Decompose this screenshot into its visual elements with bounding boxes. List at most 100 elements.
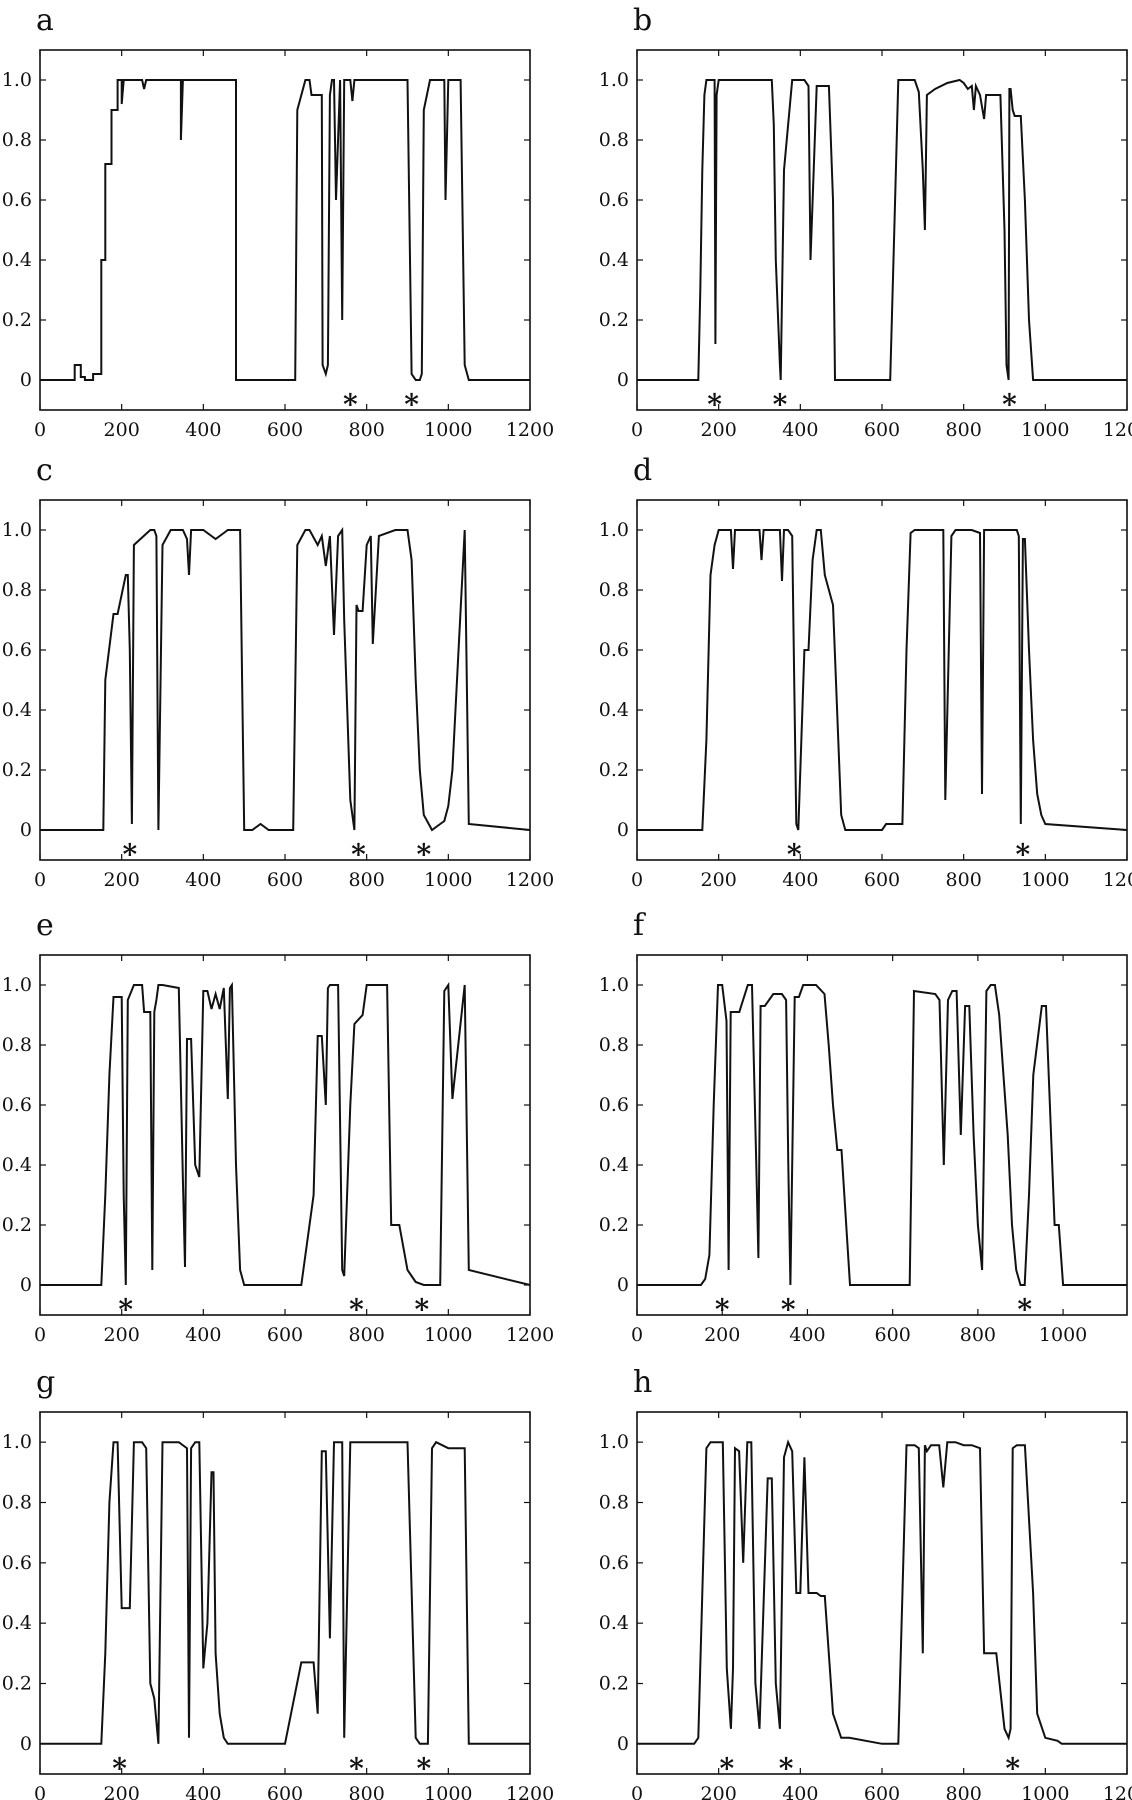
x-tick-label: 1000 <box>1021 869 1069 891</box>
series-line <box>40 526 531 832</box>
y-tick-label: 0.8 <box>2 1492 32 1514</box>
y-tick-label: 0.6 <box>2 1094 32 1116</box>
marker-asterisk: * <box>787 838 802 871</box>
x-tick-label: 200 <box>104 1783 140 1800</box>
x-tick-label: 800 <box>349 1783 385 1800</box>
y-tick-label: 0.8 <box>599 579 629 601</box>
marker-asterisk: * <box>1002 388 1017 421</box>
x-tick-label: 400 <box>789 1324 825 1346</box>
panel-e: e 0 0.2 0.4 0.6 0.8 1.0 0 200 400 600 800 1000 1200 * *… <box>2 908 554 1346</box>
x-tick-label: 200 <box>701 1783 737 1800</box>
series-line <box>637 529 1128 831</box>
marker-asterisk: * <box>349 1752 364 1785</box>
x-tick-label: 0 <box>34 1324 46 1346</box>
x-tick-label: 400 <box>782 1783 818 1800</box>
x-tick-label: 0 <box>34 869 46 891</box>
y-tick-label: 0.6 <box>599 1094 629 1116</box>
x-tick-label: 1200 <box>506 1324 554 1346</box>
panel-c: c 0 0.2 0.4 0.6 0.8 1.0 0 200 400 600 800 1000 1200 * *… <box>2 453 554 891</box>
marker-asterisk: * <box>773 388 788 421</box>
y-tick-label: 1.0 <box>2 974 32 996</box>
series-line <box>40 1440 530 1745</box>
x-tick-label: 1000 <box>1021 419 1069 441</box>
axes-frame <box>636 499 1128 861</box>
x-tick-label: 0 <box>34 419 46 441</box>
y-tick-label: 0 <box>20 1274 32 1296</box>
y-tick-label: 0.2 <box>599 759 629 781</box>
y-tick-label: 0.4 <box>599 1154 629 1176</box>
axes-frame <box>636 49 1128 411</box>
x-tick-label: 1200 <box>506 1783 554 1800</box>
x-tick-label: 1000 <box>424 1324 472 1346</box>
marker-asterisk: * <box>414 1293 429 1326</box>
marker-asterisk: * <box>404 388 419 421</box>
panel-label: d <box>633 453 652 488</box>
x-tick-label: 600 <box>267 1783 303 1800</box>
y-tick-label: 1.0 <box>2 69 32 91</box>
panel-b: b 0 0.2 0.4 0.6 0.8 1.0 0 200 400 600 800 1000 1200 * *… <box>599 3 1132 441</box>
x-tick-label: 600 <box>267 1324 303 1346</box>
x-tick-label: 200 <box>104 869 140 891</box>
x-tick-label: 1000 <box>1039 1324 1087 1346</box>
y-tick-label: 0.8 <box>599 1034 629 1056</box>
axes-frame <box>39 49 531 411</box>
x-tick-label: 1200 <box>1103 419 1132 441</box>
marker-asterisk: * <box>1017 1293 1032 1326</box>
x-tick-label: 800 <box>960 1324 996 1346</box>
marker-asterisk: * <box>779 1752 794 1785</box>
marker-asterisk: * <box>720 1752 735 1785</box>
x-tick-label: 800 <box>946 1783 982 1800</box>
y-tick-label: 0.4 <box>2 249 32 271</box>
x-tick-label: 800 <box>349 869 385 891</box>
x-tick-label: 0 <box>631 1783 643 1800</box>
axes-frame <box>39 1411 531 1775</box>
x-tick-label: 400 <box>782 419 818 441</box>
y-tick-label: 0.8 <box>2 1034 32 1056</box>
y-tick-label: 0.2 <box>599 309 629 331</box>
marker-asterisk: * <box>112 1752 127 1785</box>
x-tick-label: 600 <box>267 419 303 441</box>
panel-f: f 0 0.2 0.4 0.6 0.8 1.0 0 200 400 600 800 1000 * * * <box>599 908 1128 1346</box>
y-tick-label: 0.8 <box>2 129 32 151</box>
panel-label: e <box>36 908 54 943</box>
marker-asterisk: * <box>123 838 138 871</box>
y-tick-label: 0 <box>617 819 629 841</box>
x-tick-label: 1200 <box>1103 869 1132 891</box>
y-tick-label: 0.6 <box>2 1552 32 1574</box>
x-tick-label: 1000 <box>424 869 472 891</box>
series-line <box>637 984 1127 1286</box>
y-tick-label: 1.0 <box>599 974 629 996</box>
y-tick-label: 0 <box>20 1733 32 1755</box>
x-tick-label: 0 <box>631 1324 643 1346</box>
x-tick-label: 400 <box>782 869 818 891</box>
panel-d: d 0 0.2 0.4 0.6 0.8 1.0 0 200 400 600 800 1000 1200 * * <box>599 453 1132 891</box>
y-tick-label: 0.8 <box>599 129 629 151</box>
y-tick-label: 1.0 <box>599 519 629 541</box>
x-tick-label: 600 <box>864 869 900 891</box>
marker-asterisk: * <box>417 838 432 871</box>
y-tick-label: 0.8 <box>2 579 32 601</box>
series-line <box>40 981 531 1286</box>
y-tick-label: 0 <box>617 369 629 391</box>
x-tick-label: 1200 <box>1103 1783 1132 1800</box>
x-tick-label: 1000 <box>424 1783 472 1800</box>
x-tick-label: 400 <box>185 1783 221 1800</box>
marker-asterisk: * <box>349 1293 364 1326</box>
panel-label: a <box>36 3 54 38</box>
y-tick-label: 1.0 <box>2 1431 32 1453</box>
y-tick-label: 1.0 <box>599 1431 629 1453</box>
marker-asterisk: * <box>715 1293 730 1326</box>
x-tick-label: 600 <box>267 869 303 891</box>
y-tick-label: 0.4 <box>599 1612 629 1634</box>
y-tick-label: 0.6 <box>2 639 32 661</box>
y-tick-label: 0 <box>617 1733 629 1755</box>
y-tick-label: 0.4 <box>2 1612 32 1634</box>
x-tick-label: 1200 <box>506 869 554 891</box>
y-tick-label: 0.4 <box>2 699 32 721</box>
x-tick-label: 200 <box>701 869 737 891</box>
series-line <box>637 78 1127 381</box>
y-tick-label: 0.2 <box>599 1214 629 1236</box>
panel-h: h 0 0.2 0.4 0.6 0.8 1.0 0 200 400 600 800 1000 1200 * *… <box>599 1365 1132 1800</box>
y-tick-label: 0.6 <box>2 189 32 211</box>
